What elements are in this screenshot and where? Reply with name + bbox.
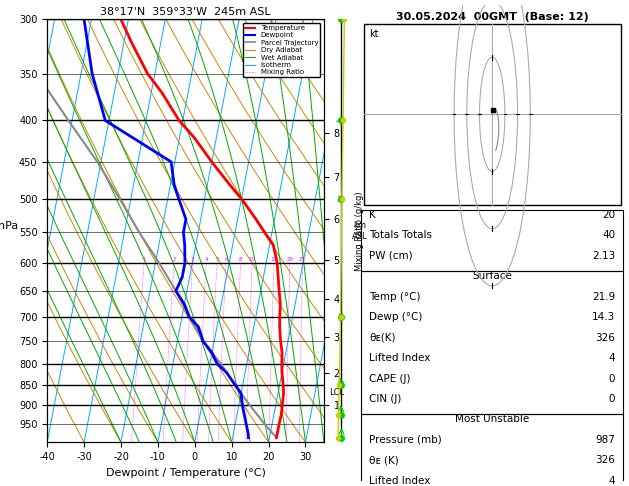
Bar <box>364 24 621 205</box>
Text: θᴇ (K): θᴇ (K) <box>369 455 399 466</box>
Text: 0: 0 <box>609 394 615 404</box>
Text: 0: 0 <box>609 374 615 383</box>
Bar <box>361 271 623 415</box>
Text: CAPE (J): CAPE (J) <box>369 374 411 383</box>
Text: 14.3: 14.3 <box>592 312 615 322</box>
Bar <box>361 209 623 271</box>
Text: Lifted Index: Lifted Index <box>369 353 431 363</box>
Y-axis label: hPa: hPa <box>0 221 18 231</box>
Text: 2.13: 2.13 <box>592 251 615 260</box>
Text: 5: 5 <box>215 257 219 261</box>
Text: 4: 4 <box>204 257 208 261</box>
Text: 20: 20 <box>602 209 615 220</box>
Text: Totals Totals: Totals Totals <box>369 230 432 240</box>
Text: 21.9: 21.9 <box>592 292 615 302</box>
Text: PW (cm): PW (cm) <box>369 251 413 260</box>
Text: LCL: LCL <box>330 388 345 397</box>
Text: 40: 40 <box>602 230 615 240</box>
Text: Temp (°C): Temp (°C) <box>369 292 421 302</box>
Text: 30.05.2024  00GMT  (Base: 12): 30.05.2024 00GMT (Base: 12) <box>396 12 589 22</box>
Text: 1: 1 <box>142 257 146 261</box>
Text: CIN (J): CIN (J) <box>369 394 401 404</box>
Text: 10: 10 <box>248 257 256 261</box>
Text: θᴇ(K): θᴇ(K) <box>369 332 396 343</box>
Text: 20: 20 <box>286 257 293 261</box>
Legend: Temperature, Dewpoint, Parcel Trajectory, Dry Adiabat, Wet Adiabat, Isotherm, Mi: Temperature, Dewpoint, Parcel Trajectory… <box>243 23 320 77</box>
Text: Surface: Surface <box>472 271 512 281</box>
Text: Most Unstable: Most Unstable <box>455 415 530 424</box>
Text: Pressure (mb): Pressure (mb) <box>369 435 442 445</box>
Text: 25: 25 <box>299 257 306 261</box>
Text: 987: 987 <box>595 435 615 445</box>
Text: Dewp (°C): Dewp (°C) <box>369 312 423 322</box>
Text: 3: 3 <box>191 257 194 261</box>
Text: K: K <box>369 209 376 220</box>
X-axis label: Dewpoint / Temperature (°C): Dewpoint / Temperature (°C) <box>106 468 265 478</box>
Text: 4: 4 <box>608 476 615 486</box>
Text: 15: 15 <box>270 257 277 261</box>
Bar <box>361 415 623 486</box>
Title: 38°17'N  359°33'W  245m ASL: 38°17'N 359°33'W 245m ASL <box>100 7 271 17</box>
Text: Mixing Ratio (g/kg): Mixing Ratio (g/kg) <box>355 191 364 271</box>
Text: 6: 6 <box>224 257 228 261</box>
Text: Lifted Index: Lifted Index <box>369 476 431 486</box>
Text: kt: kt <box>369 29 379 39</box>
Text: 8: 8 <box>239 257 242 261</box>
Text: 326: 326 <box>595 455 615 466</box>
Text: 4: 4 <box>608 353 615 363</box>
Y-axis label: km
ASL: km ASL <box>352 221 367 241</box>
Text: 2: 2 <box>172 257 175 261</box>
Text: 326: 326 <box>595 332 615 343</box>
